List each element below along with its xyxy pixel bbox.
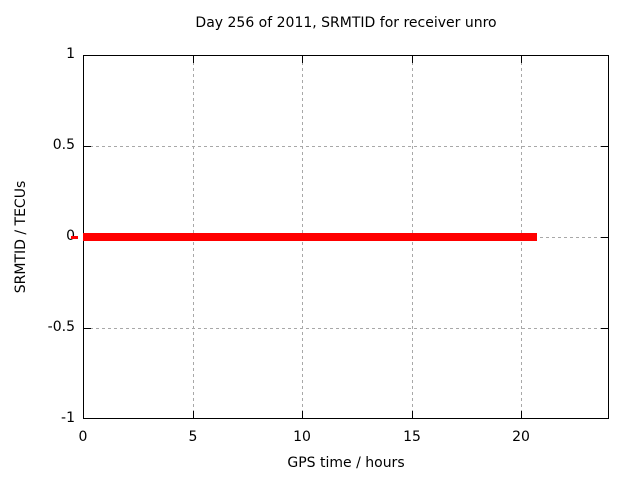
x-tick-label-0: 0 xyxy=(78,429,88,445)
x-tick-bottom-10 xyxy=(302,411,303,418)
y-tick-right-0 xyxy=(601,237,608,238)
y-tick-label--1: -1 xyxy=(61,410,75,426)
series-line-srmtid xyxy=(83,233,537,241)
y-tick-left--0.5 xyxy=(84,328,91,329)
x-tick-top-20 xyxy=(521,56,522,63)
y-tick-label-0: 0 xyxy=(66,228,75,244)
y-tick-left-0.5 xyxy=(84,146,91,147)
gridline-y-0.5 xyxy=(84,146,608,147)
y-tick-label-0.5: 0.5 xyxy=(52,137,75,153)
y-tick-right--0.5 xyxy=(601,328,608,329)
y-tick-label--0.5: -0.5 xyxy=(47,319,75,335)
x-tick-top-10 xyxy=(302,56,303,63)
y-axis-label: SRMTID / TECUs xyxy=(13,180,29,294)
x-tick-label-10: 10 xyxy=(293,429,311,445)
x-tick-top-15 xyxy=(412,56,413,63)
y-tick-label-1: 1 xyxy=(66,46,75,62)
chart-title: Day 256 of 2011, SRMTID for receiver unr… xyxy=(195,15,497,31)
series-zero-outer-dash xyxy=(71,236,78,239)
x-tick-bottom-15 xyxy=(412,411,413,418)
x-tick-top-5 xyxy=(193,56,194,63)
y-tick-right-0.5 xyxy=(601,146,608,147)
x-tick-label-20: 20 xyxy=(512,429,530,445)
x-tick-label-15: 15 xyxy=(403,429,421,445)
x-tick-bottom-5 xyxy=(193,411,194,418)
x-tick-bottom-20 xyxy=(521,411,522,418)
x-tick-label-5: 5 xyxy=(188,429,198,445)
x-axis-label: GPS time / hours xyxy=(287,455,405,471)
gridline-y--0.5 xyxy=(84,328,608,329)
